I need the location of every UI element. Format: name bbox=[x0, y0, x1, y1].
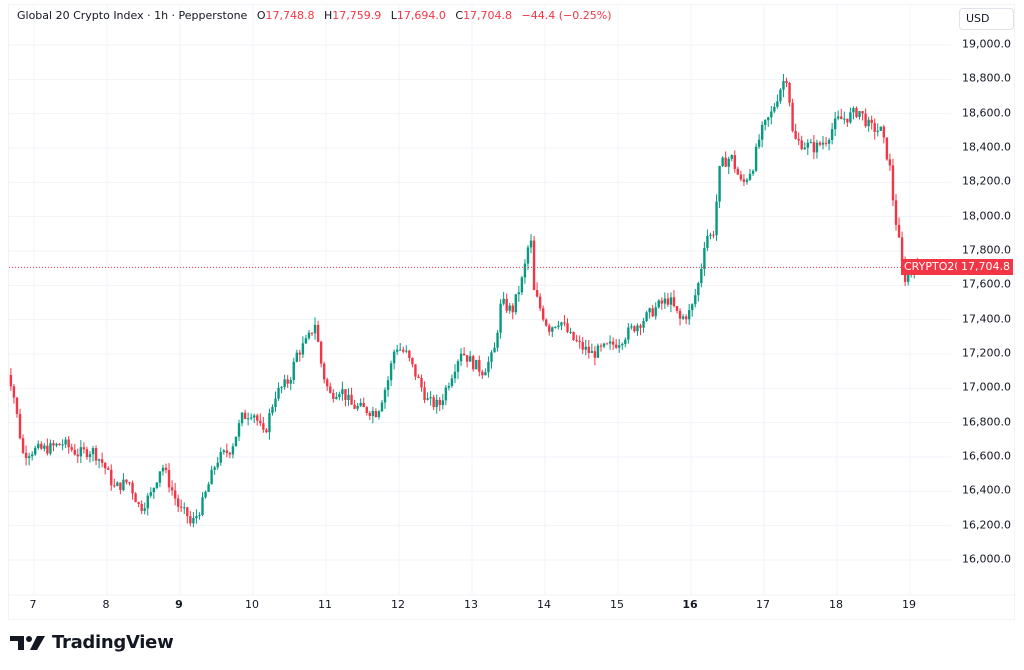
time-tick-label: 17 bbox=[756, 598, 770, 611]
price-tick-label: 17,800.0 bbox=[962, 243, 1011, 257]
time-tick-label: 10 bbox=[245, 598, 259, 611]
price-tick-label: 18,600.0 bbox=[962, 106, 1011, 120]
time-tick-label: 11 bbox=[318, 598, 332, 611]
tradingview-logo-text: TradingView bbox=[52, 632, 174, 653]
price-tick-label: 16,000.0 bbox=[962, 552, 1011, 566]
price-tick-label: 16,200.0 bbox=[962, 518, 1011, 532]
tradingview-logo-icon bbox=[10, 635, 45, 650]
price-tick-label: 16,800.0 bbox=[962, 415, 1011, 429]
last-price-symbol-tag: CRYPTO20 bbox=[901, 259, 961, 275]
price-tick-label: 19,000.0 bbox=[962, 37, 1011, 51]
currency-selector[interactable]: USD bbox=[959, 8, 1014, 30]
price-tick-label: 18,800.0 bbox=[962, 71, 1011, 85]
price-tick-label: 17,200.0 bbox=[962, 346, 1011, 360]
price-tick-label: 17,000.0 bbox=[962, 380, 1011, 394]
time-tick-label: 7 bbox=[29, 598, 37, 611]
time-tick-label: 16 bbox=[682, 598, 698, 611]
open-label: O bbox=[256, 9, 266, 22]
high-value: 17,759.9 bbox=[332, 9, 382, 22]
tradingview-logo[interactable]: TradingView bbox=[10, 632, 174, 653]
price-tick-label: 16,400.0 bbox=[962, 483, 1011, 497]
price-tick-label: 17,400.0 bbox=[962, 312, 1011, 326]
close-value: 17,704.8 bbox=[463, 9, 513, 22]
low-label: L bbox=[390, 9, 397, 22]
price-tick-label: 18,400.0 bbox=[962, 140, 1011, 154]
price-tick-label: 16,600.0 bbox=[962, 449, 1011, 463]
high-label: H bbox=[323, 9, 333, 22]
last-price-value-tag: 17,704.8 bbox=[957, 259, 1013, 275]
price-tick-label: 17,600.0 bbox=[962, 277, 1011, 291]
time-tick-label: 12 bbox=[391, 598, 405, 611]
time-tick-label: 8 bbox=[102, 598, 110, 611]
candlestick-plot[interactable] bbox=[9, 5, 1016, 621]
time-tick-label: 14 bbox=[537, 598, 551, 611]
symbol-legend: Global 20 Crypto Index · 1h · Pepperston… bbox=[17, 9, 612, 22]
price-tick-label: 18,000.0 bbox=[962, 209, 1011, 223]
close-label: C bbox=[455, 9, 464, 22]
change-value: −44.4 (−0.25%) bbox=[521, 9, 612, 22]
time-tick-label: 18 bbox=[829, 598, 843, 611]
open-value: 17,748.8 bbox=[265, 9, 315, 22]
low-value: 17,694.0 bbox=[396, 9, 446, 22]
chart-pane[interactable] bbox=[8, 4, 1016, 621]
time-tick-label: 15 bbox=[610, 598, 624, 611]
time-tick-label: 13 bbox=[464, 598, 478, 611]
time-tick-label: 9 bbox=[175, 598, 183, 611]
price-tick-label: 18,200.0 bbox=[962, 174, 1011, 188]
symbol-title: Global 20 Crypto Index · 1h · Pepperston… bbox=[17, 9, 248, 22]
time-tick-label: 19 bbox=[902, 598, 916, 611]
